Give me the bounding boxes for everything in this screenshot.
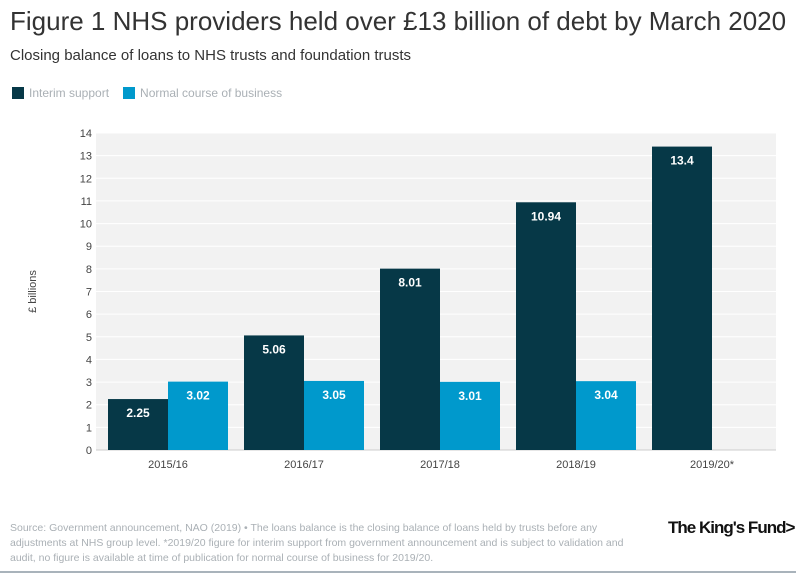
data-label: 13.4 <box>670 154 694 168</box>
y-tick-label: 1 <box>86 422 92 434</box>
bar-interim <box>108 399 168 450</box>
legend-label: Normal course of business <box>140 86 283 100</box>
data-label: 10.94 <box>531 209 561 223</box>
bar-interim <box>244 335 304 450</box>
bar-interim <box>652 146 712 451</box>
chart-title: Figure 1 NHS providers held over £13 bil… <box>10 6 787 36</box>
bar-normal <box>168 381 228 450</box>
x-tick-label: 2019/20* <box>690 459 735 471</box>
y-tick-label: 12 <box>80 173 92 185</box>
x-tick-label: 2018/19 <box>556 459 596 471</box>
data-label: 8.01 <box>398 276 422 290</box>
legend-label: Interim support <box>29 86 110 100</box>
chart-subtitle: Closing balance of loans to NHS trusts a… <box>10 47 412 64</box>
legend-swatch <box>123 87 136 99</box>
source-note: Source: Government announcement, NAO (20… <box>10 522 624 564</box>
data-label: 5.06 <box>262 342 286 356</box>
bar-interim <box>516 202 576 450</box>
legend-swatch <box>12 87 24 99</box>
y-tick-label: 6 <box>86 309 92 321</box>
bar-normal <box>440 381 500 450</box>
legend-item-normal[interactable]: Normal course of business <box>123 86 282 100</box>
y-tick-label: 13 <box>80 151 92 163</box>
y-tick-label: 3 <box>86 377 92 389</box>
bar-interim <box>380 268 440 450</box>
y-tick-label: 7 <box>86 287 92 299</box>
legend-item-interim[interactable]: Interim support <box>12 86 109 100</box>
y-axis-label: £ billions <box>27 270 39 313</box>
y-tick-label: 2 <box>86 400 92 412</box>
data-label: 3.02 <box>186 389 210 403</box>
divider <box>0 571 796 573</box>
x-tick-label: 2015/16 <box>148 459 188 471</box>
bar-normal <box>576 381 636 450</box>
y-tick-label: 8 <box>86 264 92 276</box>
bar-normal <box>304 380 364 450</box>
x-tick-label: 2016/17 <box>284 459 324 471</box>
y-tick-label: 10 <box>80 219 92 231</box>
y-tick-label: 0 <box>86 445 92 457</box>
y-tick-label: 14 <box>80 128 92 140</box>
data-label: 3.04 <box>594 388 618 402</box>
data-label: 2.25 <box>126 406 150 420</box>
x-tick-label: 2017/18 <box>420 459 460 471</box>
y-tick-label: 4 <box>86 354 92 366</box>
y-tick-label: 9 <box>86 241 92 253</box>
kings-fund-logo: The King's Fund> <box>668 518 795 537</box>
y-tick-label: 5 <box>86 332 92 344</box>
legend: Interim support Normal course of busines… <box>12 86 282 100</box>
y-tick-label: 11 <box>81 196 92 208</box>
data-label: 3.01 <box>458 389 482 403</box>
data-label: 3.05 <box>322 388 346 402</box>
